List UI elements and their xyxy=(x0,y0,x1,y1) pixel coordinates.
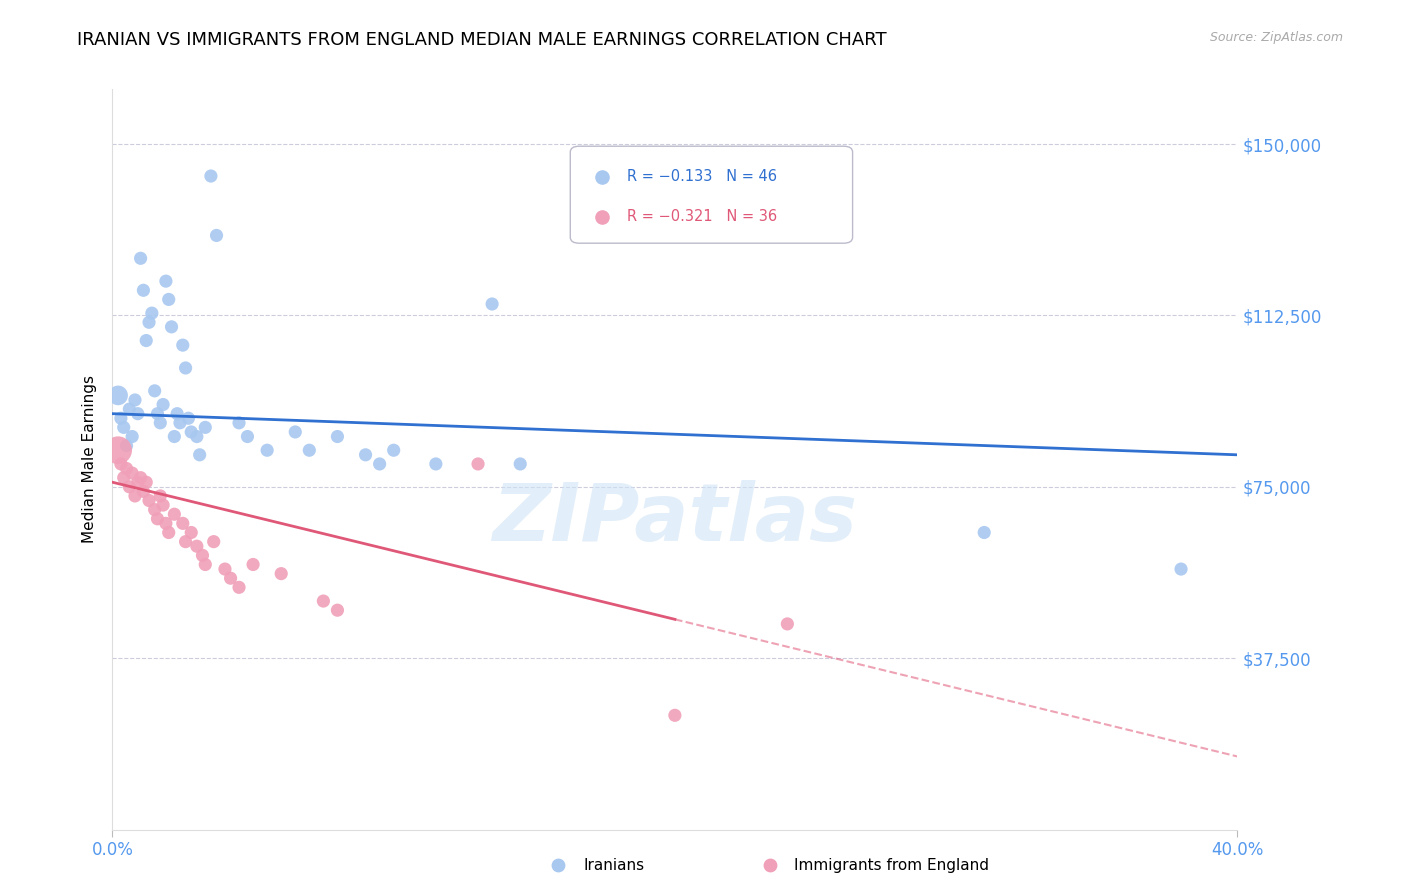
Point xyxy=(368,457,391,471)
Point xyxy=(180,525,202,540)
Text: Immigrants from England: Immigrants from England xyxy=(794,858,990,872)
Point xyxy=(382,443,405,458)
Point xyxy=(143,502,166,516)
Point xyxy=(118,402,141,417)
Point xyxy=(298,443,321,458)
Point xyxy=(110,411,132,425)
Point xyxy=(157,525,180,540)
Text: Source: ZipAtlas.com: Source: ZipAtlas.com xyxy=(1209,31,1343,45)
Point xyxy=(312,594,335,608)
Point xyxy=(354,448,377,462)
Point xyxy=(146,407,169,421)
Point xyxy=(186,429,208,443)
Point xyxy=(143,384,166,398)
Point xyxy=(163,507,186,521)
Point xyxy=(256,443,278,458)
Point xyxy=(776,616,799,631)
Point xyxy=(155,516,177,531)
Point xyxy=(174,534,197,549)
Point xyxy=(112,470,135,484)
Point xyxy=(132,283,155,297)
Point xyxy=(180,425,202,439)
Point xyxy=(202,534,225,549)
Y-axis label: Median Male Earnings: Median Male Earnings xyxy=(82,376,97,543)
Point xyxy=(121,466,143,480)
Point xyxy=(1324,822,1347,837)
Point xyxy=(149,416,172,430)
Point xyxy=(1324,822,1347,837)
Point xyxy=(467,457,489,471)
Point xyxy=(138,315,160,329)
Point xyxy=(174,361,197,376)
Point xyxy=(129,470,152,484)
Point xyxy=(115,439,138,453)
Point xyxy=(191,549,214,563)
Point xyxy=(149,489,172,503)
Point xyxy=(759,858,782,872)
Point xyxy=(481,297,503,311)
Point xyxy=(425,457,447,471)
Point xyxy=(110,457,132,471)
Point xyxy=(115,461,138,475)
Point xyxy=(135,475,157,490)
Point xyxy=(124,489,146,503)
Point xyxy=(194,420,217,434)
Point xyxy=(326,429,349,443)
Point xyxy=(163,429,186,443)
Point xyxy=(112,420,135,434)
Text: R = −0.321   N = 36: R = −0.321 N = 36 xyxy=(627,209,776,224)
Text: ZIPatlas: ZIPatlas xyxy=(492,480,858,558)
Text: Iranians: Iranians xyxy=(583,858,644,872)
Point xyxy=(200,169,222,183)
Point xyxy=(228,580,250,594)
Point xyxy=(219,571,242,585)
Point xyxy=(186,539,208,553)
FancyBboxPatch shape xyxy=(571,146,852,244)
Point xyxy=(127,475,149,490)
Point xyxy=(205,228,228,243)
Text: IRANIAN VS IMMIGRANTS FROM ENGLAND MEDIAN MALE EARNINGS CORRELATION CHART: IRANIAN VS IMMIGRANTS FROM ENGLAND MEDIA… xyxy=(77,31,887,49)
Point xyxy=(157,293,180,307)
Point xyxy=(242,558,264,572)
Point xyxy=(326,603,349,617)
Point xyxy=(124,392,146,407)
Point xyxy=(129,252,152,266)
Point xyxy=(188,448,211,462)
Point xyxy=(973,525,995,540)
Point xyxy=(270,566,292,581)
Text: R = −0.133   N = 46: R = −0.133 N = 46 xyxy=(627,169,776,184)
Point xyxy=(152,498,174,512)
Point xyxy=(1170,562,1192,576)
Point xyxy=(509,457,531,471)
Point xyxy=(172,516,194,531)
Point xyxy=(172,338,194,352)
Point xyxy=(146,512,169,526)
Point xyxy=(160,319,183,334)
Point xyxy=(107,443,129,458)
Point xyxy=(547,858,569,872)
Point xyxy=(228,416,250,430)
Point xyxy=(194,558,217,572)
Point xyxy=(177,411,200,425)
Point xyxy=(664,708,686,723)
Point xyxy=(152,398,174,412)
Point xyxy=(284,425,307,439)
Point xyxy=(214,562,236,576)
Point xyxy=(121,429,143,443)
Point xyxy=(127,407,149,421)
Point xyxy=(107,388,129,402)
Point xyxy=(135,334,157,348)
Point xyxy=(118,480,141,494)
Point xyxy=(155,274,177,288)
Point xyxy=(236,429,259,443)
Point xyxy=(132,484,155,499)
Point xyxy=(141,306,163,320)
Point xyxy=(169,416,191,430)
Point xyxy=(166,407,188,421)
Point xyxy=(138,493,160,508)
